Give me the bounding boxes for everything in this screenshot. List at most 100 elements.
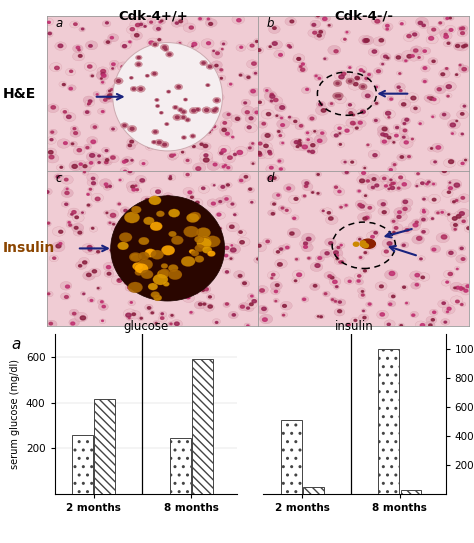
Circle shape [400,156,403,158]
Circle shape [46,291,53,297]
Circle shape [132,262,143,270]
Circle shape [361,294,364,296]
Circle shape [166,90,171,93]
Circle shape [196,109,199,111]
Circle shape [333,185,340,190]
Circle shape [111,225,120,232]
Circle shape [353,124,362,131]
Circle shape [93,92,100,96]
Circle shape [180,109,187,115]
Circle shape [392,295,395,298]
Circle shape [410,311,419,318]
Circle shape [374,231,377,234]
Circle shape [213,109,216,112]
Circle shape [371,236,374,238]
Circle shape [261,142,273,151]
Circle shape [130,302,132,303]
Circle shape [419,21,429,29]
Circle shape [411,138,413,140]
Circle shape [196,228,210,238]
Circle shape [155,38,162,43]
Circle shape [153,24,162,31]
Circle shape [363,39,368,42]
Circle shape [308,142,319,150]
Circle shape [120,66,133,75]
Circle shape [315,314,321,319]
Circle shape [105,159,109,161]
Circle shape [239,74,242,76]
Circle shape [263,318,267,321]
Circle shape [425,94,436,103]
Circle shape [68,222,70,223]
Circle shape [456,255,467,263]
Circle shape [182,111,185,113]
Circle shape [450,123,456,127]
Circle shape [282,207,292,214]
Circle shape [301,296,309,302]
Circle shape [183,98,188,101]
Circle shape [83,96,94,104]
Circle shape [453,201,455,203]
Circle shape [368,206,372,209]
Circle shape [189,143,197,149]
Circle shape [413,33,417,36]
Circle shape [269,99,275,103]
Circle shape [188,241,196,247]
Circle shape [198,209,210,218]
Circle shape [458,194,470,203]
Circle shape [77,149,82,151]
Circle shape [249,147,251,149]
Circle shape [159,21,161,23]
Circle shape [334,80,341,86]
Circle shape [411,96,416,100]
Circle shape [100,78,102,79]
Circle shape [461,27,465,29]
Circle shape [163,47,169,52]
Circle shape [116,202,122,206]
Circle shape [411,55,414,57]
Circle shape [136,55,142,60]
Circle shape [82,28,84,30]
Circle shape [112,84,122,91]
Circle shape [139,160,148,166]
Circle shape [301,87,311,94]
Circle shape [92,270,97,273]
Circle shape [392,224,403,231]
Circle shape [226,303,228,305]
Circle shape [211,90,216,93]
Circle shape [339,143,341,145]
Circle shape [89,268,101,277]
Circle shape [201,219,208,223]
Circle shape [158,315,167,322]
Circle shape [463,105,465,107]
Circle shape [282,142,283,143]
Circle shape [161,263,168,268]
Circle shape [310,262,323,272]
Circle shape [405,229,409,231]
Circle shape [73,23,77,26]
Circle shape [462,158,469,162]
Circle shape [167,174,176,181]
Circle shape [86,160,95,167]
Circle shape [216,52,219,54]
Circle shape [83,165,87,168]
Circle shape [68,208,80,217]
Circle shape [145,304,153,311]
Circle shape [156,211,164,217]
Circle shape [107,184,114,189]
Circle shape [175,116,179,118]
Circle shape [396,127,399,129]
Circle shape [219,163,227,169]
Circle shape [252,62,256,65]
Circle shape [173,105,178,110]
Circle shape [318,257,322,260]
Circle shape [281,117,283,119]
Circle shape [274,50,285,58]
Circle shape [90,300,93,301]
Circle shape [213,50,214,52]
Circle shape [394,54,405,61]
Circle shape [117,279,122,282]
Circle shape [258,101,261,103]
Circle shape [148,283,158,290]
Circle shape [318,314,324,319]
